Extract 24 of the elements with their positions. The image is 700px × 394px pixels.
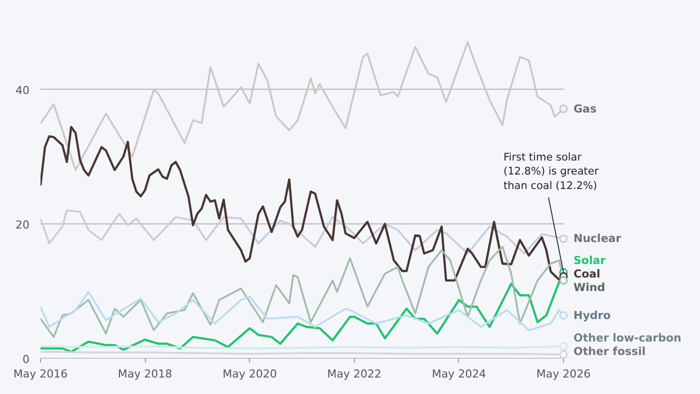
x-tick-label: May 2018 [118, 368, 172, 380]
series-label: Gas [574, 102, 597, 116]
series-label: Wind [574, 281, 606, 294]
series-label: Coal [574, 268, 600, 281]
point [559, 234, 568, 243]
series-label: Nuclear [574, 232, 622, 246]
series-label: Hydro [574, 308, 612, 322]
x-tick-label: May 2020 [222, 368, 277, 380]
x-tick-label: May 2024 [432, 368, 486, 380]
x-tick-label: May 2026 [536, 368, 591, 380]
point [559, 342, 568, 351]
point [559, 350, 568, 358]
annotation: First time solar (12.8%) is greater than coal (12.2%) [504, 151, 600, 192]
point [559, 311, 568, 320]
x-tick-label: May 2016 [13, 368, 68, 380]
point [559, 104, 568, 114]
x-tick-label: May 2022 [327, 368, 382, 380]
series-label: Solar [574, 254, 606, 268]
series-label: Other fossil [574, 345, 646, 358]
series-label: Other low-carbon [574, 332, 682, 344]
point [559, 276, 568, 285]
y-tick-label: 0 [22, 353, 30, 366]
y-tick-label: 20 [16, 218, 30, 232]
y-tick-label: 40 [16, 84, 30, 97]
